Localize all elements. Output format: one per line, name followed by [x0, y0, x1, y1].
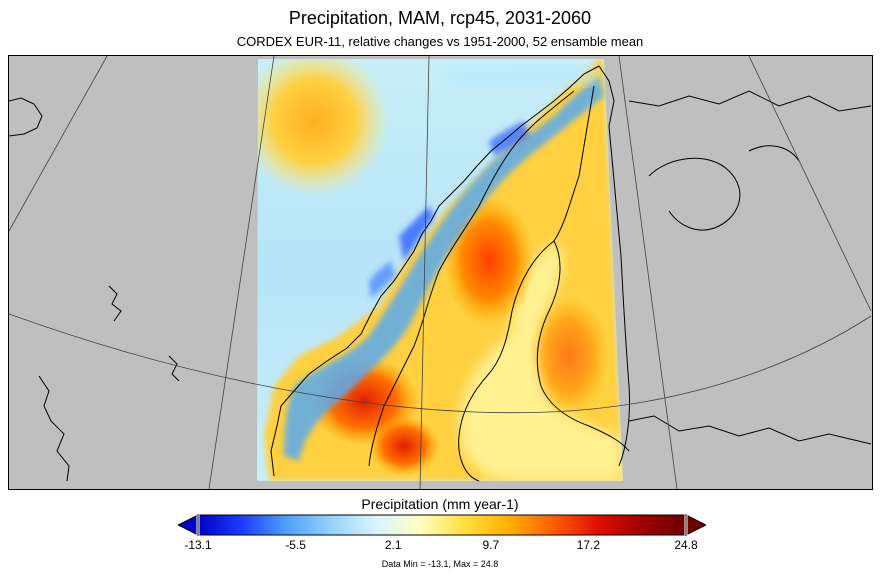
colorbar-tick-label: 2.1: [384, 538, 402, 552]
colorbar-tick-label: -5.5: [285, 538, 306, 552]
data-min-max: Data Min = -13.1, Max = 24.8: [381, 559, 499, 569]
map-subtitle: CORDEX EUR-11, relative changes vs 1951-…: [236, 34, 644, 49]
colorbar-gradient: [197, 514, 687, 536]
coastlines: [9, 65, 872, 482]
map-panel: [8, 55, 873, 490]
colorbar-min-arrow: [178, 514, 199, 536]
graticule: [9, 56, 872, 489]
colorbar-tick-label: 9.7: [482, 538, 500, 552]
colorbar-tick-label: 24.8: [674, 538, 698, 552]
colorbar-tick-label: 17.2: [576, 538, 601, 552]
colorbar-tick-label: -13.1: [184, 538, 212, 552]
precipitation-map: [9, 56, 872, 489]
data-domain: [257, 59, 623, 481]
colorbar: [178, 514, 706, 536]
colorbar-max-arrow: [685, 514, 706, 536]
colorbar-title: Precipitation (mm year-1): [361, 496, 519, 512]
map-title: Precipitation, MAM, rcp45, 2031-2060: [288, 8, 592, 28]
